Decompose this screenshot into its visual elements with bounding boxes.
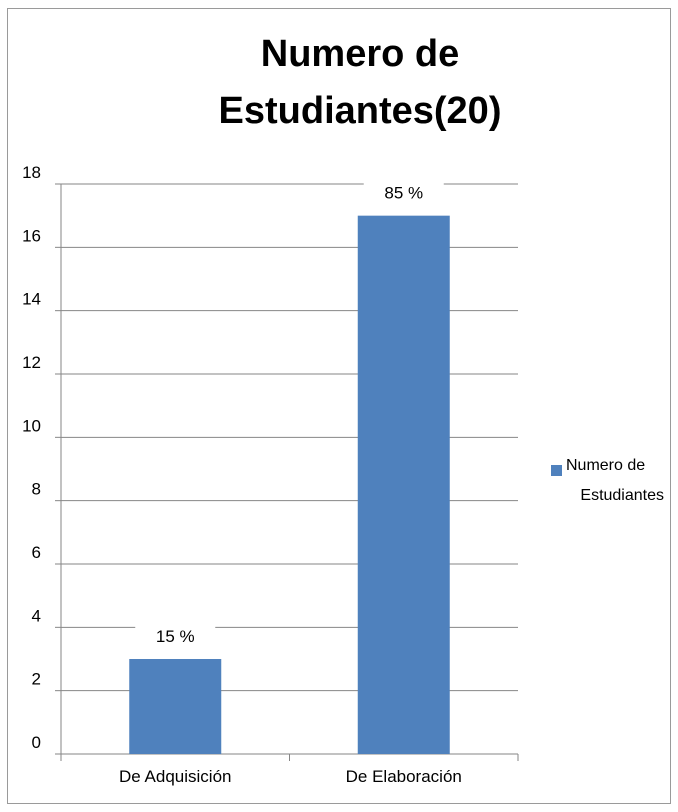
y-tick-label-14: 14 — [22, 290, 41, 309]
y-tick-label-10: 10 — [22, 416, 41, 435]
y-tick-label-18: 18 — [22, 163, 41, 182]
legend-swatch — [551, 465, 562, 476]
legend-label-line-2: Estudiantes — [580, 487, 664, 504]
data-label-bg-1 — [363, 179, 444, 206]
y-tick-label-0: 0 — [32, 733, 41, 752]
x-tick-label-0: De Adquisición — [119, 767, 231, 786]
bar-1 — [357, 215, 450, 754]
y-tick-label-6: 6 — [32, 543, 41, 562]
chart-title: Numero de Estudiantes(20) — [218, 33, 502, 132]
legend-label-line-1: Numero de — [566, 457, 645, 474]
y-tick-label-4: 4 — [32, 606, 41, 625]
y-tick-label-16: 16 — [22, 226, 41, 245]
x-tick-label-1: De Elaboración — [346, 767, 462, 786]
y-tick-label-8: 8 — [32, 480, 41, 499]
chart-frame — [7, 8, 671, 804]
y-tick-label-12: 12 — [22, 353, 41, 372]
bar-0 — [129, 659, 222, 754]
y-tick-label-2: 2 — [32, 670, 41, 689]
data-label-bg-0 — [135, 623, 216, 649]
data-label-1: 85 % — [384, 184, 423, 203]
data-label-0: 15 % — [156, 627, 195, 646]
